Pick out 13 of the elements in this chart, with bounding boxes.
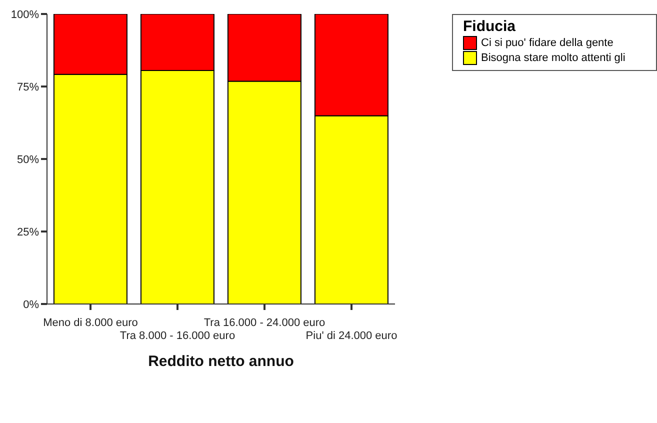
y-tick-label: 75% (16, 81, 40, 94)
y-tick-label: 50% (16, 154, 40, 166)
y-tick-label: 100% (10, 8, 40, 21)
x-tick-label: Piu' di 24.000 euro (306, 330, 398, 342)
x-tick-label: Tra 8.000 - 16.000 euro (120, 330, 236, 342)
y-tick-label: 25% (16, 226, 40, 238)
y-tick-label: 0% (23, 298, 40, 311)
legend-label: Bisogna stare molto attenti gli (481, 52, 626, 64)
x-tick-label: Meno di 8.000 euro (43, 317, 138, 329)
legend-label: Ci si puo' fidare della gente (481, 36, 614, 48)
x-axis-title: Reddito netto annuo (148, 353, 294, 370)
x-tick-label: Tra 16.000 - 24.000 euro (204, 317, 326, 329)
legend-title: Fiducia (463, 18, 517, 35)
